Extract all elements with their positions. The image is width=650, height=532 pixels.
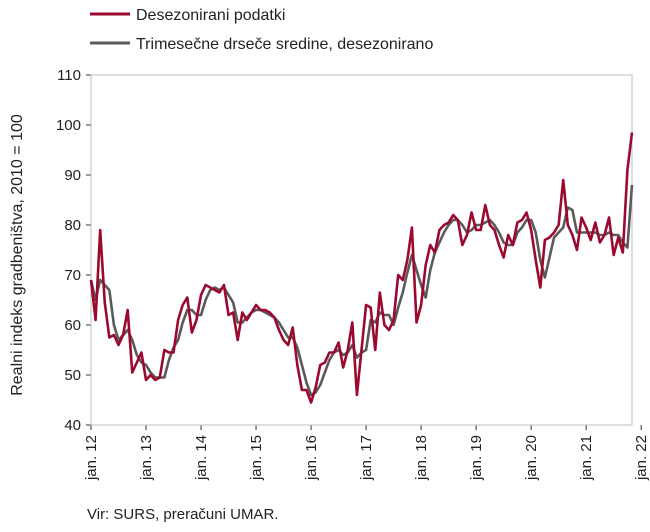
x-tick-label: jan. 16 bbox=[303, 435, 320, 481]
x-tick-label: jan. 22 bbox=[633, 435, 650, 481]
y-tick-label: 90 bbox=[64, 167, 81, 184]
series-line-desezonirani bbox=[89, 132, 634, 404]
source-note: Vir: SURS, preračuni UMAR. bbox=[87, 506, 279, 523]
series-line-drsece-sredine bbox=[89, 184, 634, 397]
x-tick-label: jan. 17 bbox=[358, 435, 375, 481]
legend: Desezonirani podatki Trimesečne drseče sr… bbox=[90, 7, 433, 53]
x-tick-label: jan. 20 bbox=[523, 435, 540, 481]
x-axis: jan. 12 jan. 13 jan. 14 jan. 15 jan. 16 jan. … bbox=[83, 425, 650, 481]
y-tick-label: 60 bbox=[64, 317, 81, 334]
y-tick-label: 40 bbox=[64, 417, 81, 434]
y-axis: 40 50 60 70 80 90 100 110 bbox=[56, 67, 91, 434]
y-tick-label: 50 bbox=[64, 367, 81, 384]
x-tick-label: jan. 21 bbox=[578, 435, 595, 481]
x-tick-label: jan. 14 bbox=[193, 435, 210, 481]
y-tick-label: 110 bbox=[57, 67, 81, 84]
plot-frame bbox=[90, 74, 633, 426]
y-tick-label: 100 bbox=[56, 117, 81, 134]
x-tick-label: jan. 12 bbox=[83, 435, 100, 481]
y-axis-title: Realni indeks gradbeništva, 2010 = 100 bbox=[9, 114, 26, 396]
y-tick-label: 80 bbox=[64, 217, 81, 234]
x-tick-label: jan. 19 bbox=[468, 435, 485, 481]
legend-label: Desezonirani podatki bbox=[136, 7, 285, 24]
legend-label: Trimesečne drseče sredine, desezonirano bbox=[136, 36, 433, 53]
y-tick-label: 70 bbox=[64, 267, 81, 284]
x-tick-label: jan. 18 bbox=[413, 435, 430, 481]
series-layer bbox=[89, 74, 634, 426]
x-tick-label: jan. 15 bbox=[248, 435, 265, 481]
x-tick-label: jan. 13 bbox=[138, 435, 155, 481]
